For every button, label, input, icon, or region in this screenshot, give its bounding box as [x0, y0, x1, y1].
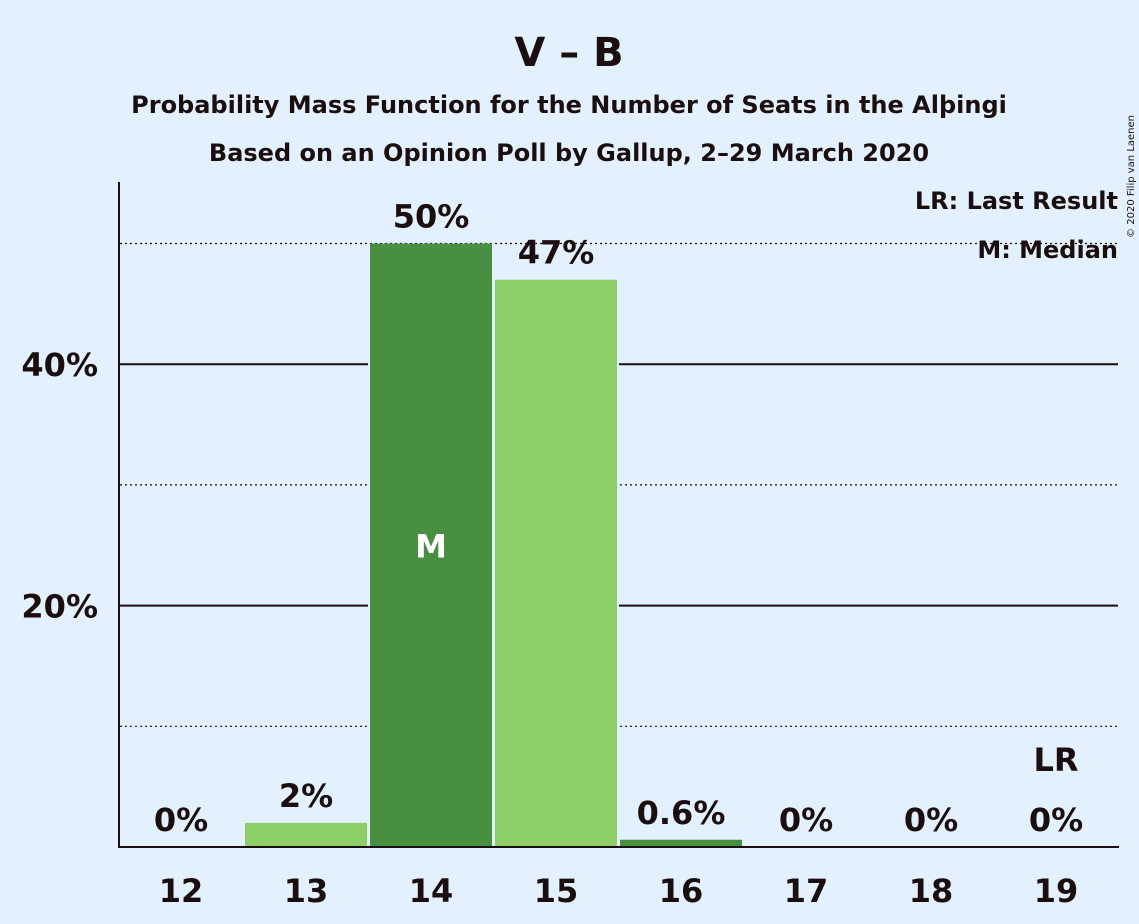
- x-tick-label-19: 19: [1034, 872, 1079, 910]
- data-label-18: 0%: [904, 801, 958, 839]
- bars: [243, 243, 744, 848]
- y-tick-label-40: 40%: [21, 346, 98, 384]
- copyright-notice: © 2020 Filip van Laenen: [1126, 115, 1137, 238]
- data-label-17: 0%: [779, 801, 833, 839]
- x-tick-label-15: 15: [534, 872, 579, 910]
- axes: [118, 182, 1119, 848]
- data-label-16: 0.6%: [637, 794, 726, 832]
- data-label-13: 2%: [279, 777, 333, 815]
- legend-last-result: LR: Last Result: [915, 187, 1118, 215]
- x-tick-label-14: 14: [409, 872, 454, 910]
- median-marker: M: [415, 527, 447, 565]
- legend-median: M: Median: [977, 236, 1118, 264]
- bar-16: [620, 839, 742, 847]
- x-tick-label-12: 12: [159, 872, 204, 910]
- x-tick-label-13: 13: [284, 872, 329, 910]
- chart-subtitle-2: Based on an Opinion Poll by Gallup, 2–29…: [209, 139, 929, 167]
- x-tick-label-16: 16: [659, 872, 704, 910]
- data-label-12: 0%: [154, 801, 208, 839]
- x-tick-label-17: 17: [784, 872, 829, 910]
- last-result-marker: LR: [1033, 741, 1078, 779]
- data-label-19: 0%: [1029, 801, 1083, 839]
- data-label-15: 47%: [518, 234, 595, 272]
- bar-14: [370, 243, 492, 847]
- labels: 0% 12 2% 13 50% 14 47% 15 0.6% 16 0% 17 0% 18 0% 19 20% 4…: [21, 198, 1083, 911]
- x-tick-label-18: 18: [909, 872, 954, 910]
- y-tick-label-20: 20%: [21, 588, 98, 626]
- bar-15: [495, 279, 617, 848]
- chart-title: V – B: [514, 30, 623, 76]
- chart-subtitle-1: Probability Mass Function for the Number…: [131, 91, 1007, 119]
- bar-13: [245, 822, 367, 847]
- data-label-14: 50%: [393, 198, 470, 236]
